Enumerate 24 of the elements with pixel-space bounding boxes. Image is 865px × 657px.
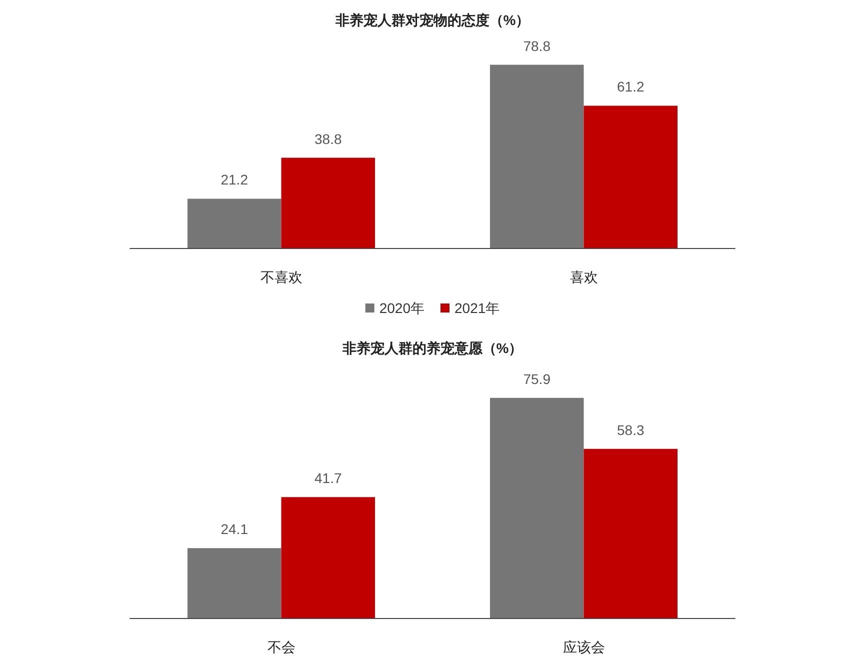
legend-label: 2020年 (379, 300, 425, 316)
data-label: 41.7 (314, 470, 342, 486)
bar (187, 548, 282, 618)
data-label: 75.9 (523, 370, 551, 387)
x-tick-label: 应该会 (562, 639, 605, 655)
data-label: 21.2 (220, 172, 248, 188)
data-label: 58.3 (617, 422, 644, 438)
x-tick-label: 不喜欢 (260, 269, 302, 285)
bar (281, 497, 376, 618)
x-tick-label: 不会 (267, 639, 296, 655)
data-label: 38.8 (314, 130, 342, 147)
data-label: 61.2 (617, 78, 644, 95)
data-label: 24.1 (220, 521, 248, 538)
x-tick-label: 喜欢 (570, 269, 598, 285)
data-label: 78.8 (523, 38, 551, 54)
bar (490, 64, 584, 248)
bar (281, 158, 376, 248)
chart-title: 非养宠人群对宠物的态度（%） (334, 12, 530, 28)
bar (187, 198, 282, 248)
bar (584, 106, 678, 248)
bar (490, 398, 584, 618)
chart-title: 非养宠人群的养宠意愿（%） (341, 340, 523, 356)
bar (584, 448, 678, 618)
legend-label: 2021年 (454, 300, 500, 316)
